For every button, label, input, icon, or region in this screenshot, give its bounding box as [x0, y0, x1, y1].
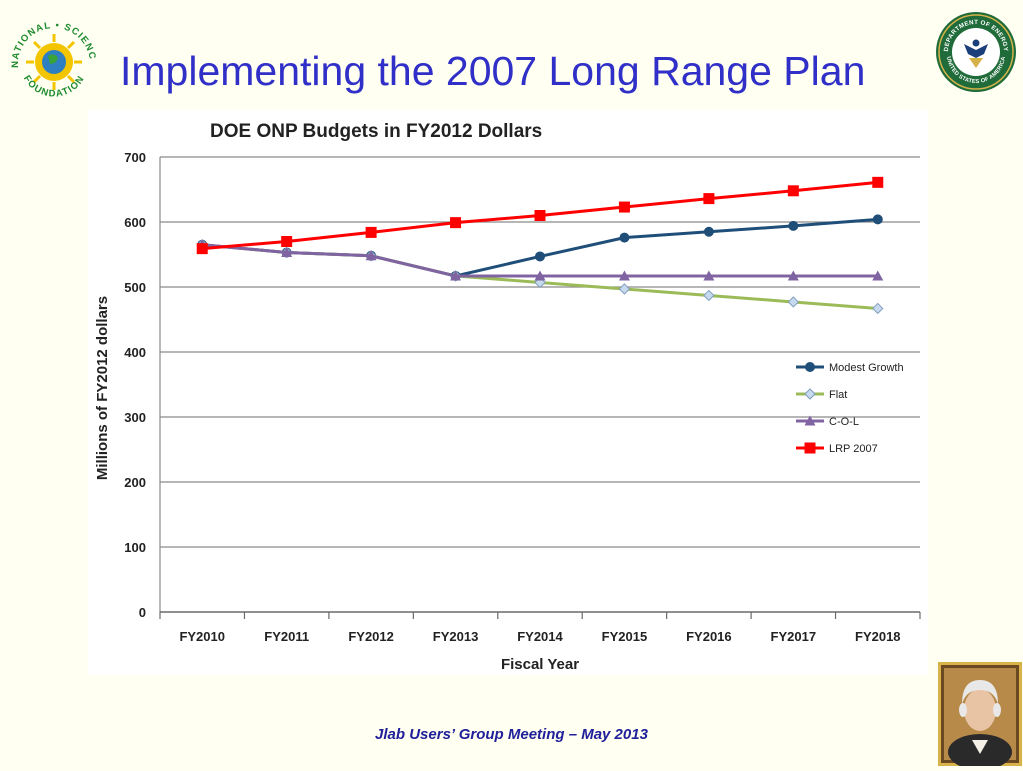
budget-line-chart: DOE ONP Budgets in FY2012 Dollars Millio… — [94, 121, 921, 673]
y-tick-label: 600 — [124, 215, 146, 230]
data-point-lrp-2007 — [618, 201, 630, 213]
x-tick-label: FY2010 — [179, 629, 225, 644]
data-point-lrp-2007 — [534, 210, 546, 221]
doe-seal: DEPARTMENT OF ENERGY UNITED STATES OF AM… — [934, 10, 1018, 94]
data-point-modest-growth — [788, 220, 799, 231]
data-point-modest-growth — [535, 251, 545, 262]
data-point-flat — [872, 302, 884, 315]
legend-item-lrp-2007: LRP 2007 — [796, 442, 878, 455]
series-lrp-2007 — [196, 176, 884, 255]
series-line-modest-growth — [202, 217, 878, 278]
y-tick-label: 200 — [124, 475, 146, 490]
legend-marker — [804, 442, 816, 454]
data-point-lrp-2007 — [450, 217, 462, 229]
data-point-lrp-2007 — [281, 236, 293, 247]
footer-text: Jlab Users’ Group Meeting – May 2013 — [375, 726, 648, 743]
legend-item-c-o-l: C-O-L — [796, 415, 859, 428]
data-point-c-o-l — [787, 270, 799, 281]
data-point-flat — [618, 283, 631, 295]
legend-marker — [805, 362, 815, 372]
y-tick-label: 500 — [124, 280, 146, 295]
chart-panel: DOE ONP Budgets in FY2012 Dollars Millio… — [88, 110, 928, 675]
data-point-c-o-l — [365, 250, 377, 261]
data-point-c-o-l — [534, 270, 546, 281]
x-tick-label: FY2013 — [433, 629, 479, 644]
x-tick-label: FY2014 — [517, 629, 563, 644]
x-tick-label: FY2012 — [348, 629, 394, 644]
legend-item-flat: Flat — [796, 388, 847, 401]
slide-title: Implementing the 2007 Long Range Plan — [120, 48, 866, 94]
y-tick-label: 300 — [124, 410, 146, 425]
data-point-lrp-2007 — [196, 243, 208, 255]
nsf-sun-icon — [26, 34, 82, 90]
y-tick-label: 0 — [139, 605, 146, 620]
eagle-icon — [964, 39, 988, 68]
data-point-modest-growth — [619, 232, 630, 243]
y-tick-label: 100 — [124, 540, 146, 555]
y-tick-label: 700 — [124, 150, 146, 165]
nsf-logo: NATIONAL • SCIENCE FOUNDATION — [2, 4, 102, 108]
legend-label: C-O-L — [829, 416, 859, 428]
legend-label: LRP 2007 — [829, 443, 878, 455]
data-point-lrp-2007 — [365, 226, 377, 238]
data-point-flat — [703, 289, 715, 302]
y-axis-title: Millions of FY2012 dollars — [94, 296, 111, 480]
x-tick-label: FY2011 — [264, 629, 309, 644]
data-point-c-o-l — [872, 270, 884, 281]
legend-label: Flat — [829, 389, 847, 401]
data-point-modest-growth — [703, 226, 714, 237]
legend-label: Modest Growth — [829, 362, 904, 374]
x-tick-label: FY2015 — [602, 629, 648, 644]
data-point-flat — [787, 296, 800, 308]
data-point-lrp-2007 — [703, 193, 715, 205]
data-point-c-o-l — [618, 270, 630, 281]
legend-marker — [804, 388, 816, 400]
data-point-c-o-l — [281, 247, 293, 258]
y-tick-label: 400 — [124, 345, 146, 360]
x-tick-label: FY2017 — [771, 629, 817, 644]
legend-item-modest-growth: Modest Growth — [796, 362, 904, 374]
x-axis-title: Fiscal Year — [501, 656, 579, 673]
data-point-c-o-l — [703, 270, 715, 281]
portrait-george-washington — [938, 662, 1022, 770]
data-point-c-o-l — [450, 270, 462, 281]
data-point-lrp-2007 — [872, 176, 884, 188]
chart-title: DOE ONP Budgets in FY2012 Dollars — [210, 121, 542, 142]
legend-marker — [804, 415, 816, 426]
x-tick-label: FY2016 — [686, 629, 732, 644]
data-point-modest-growth — [872, 214, 883, 225]
data-point-lrp-2007 — [787, 185, 799, 197]
x-tick-label: FY2018 — [855, 629, 901, 644]
